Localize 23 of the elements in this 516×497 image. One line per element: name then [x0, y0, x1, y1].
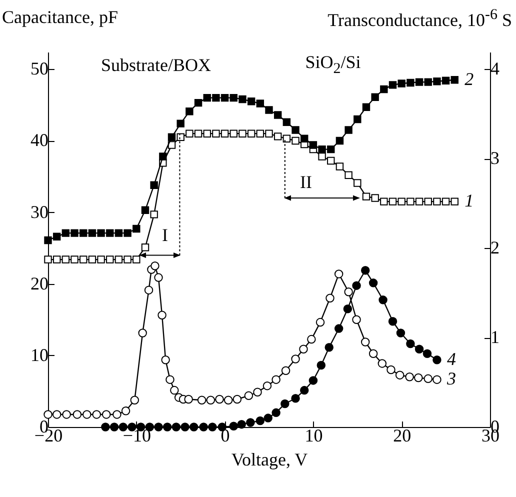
y2-tick-label: 2	[490, 238, 500, 258]
x-axis-title: Voltage, V	[231, 450, 308, 470]
series-label: 1	[464, 190, 474, 211]
annotation: SiO$_{2}$/Si	[305, 52, 361, 77]
series-label: 4	[446, 348, 456, 369]
y-tick-label: 20	[30, 273, 48, 294]
y2-tick-label: 3	[490, 148, 500, 168]
y-tick-label: 40	[30, 130, 48, 150]
y2-axis-title: Transconductance, 10$^{-6}$ S	[328, 7, 512, 30]
x-tick-label: 10	[304, 426, 323, 446]
y-tick-label: 50	[30, 58, 48, 79]
annotation: II	[300, 172, 312, 192]
series-label: 2	[464, 68, 474, 89]
y-tick-label: 30	[30, 202, 48, 222]
x-tick-label: 20	[393, 426, 412, 446]
y-axis-title: Capacitance, pF	[2, 7, 118, 27]
y2-tick-label: 4	[490, 58, 500, 79]
x-tick-label: −10	[122, 426, 151, 446]
y2-tick-label: 1	[490, 327, 500, 347]
annotation: I	[162, 225, 168, 245]
annotation: Substrate/BOX	[101, 55, 211, 75]
series-label: 3	[446, 368, 456, 389]
y-tick-label: 10	[30, 344, 48, 365]
